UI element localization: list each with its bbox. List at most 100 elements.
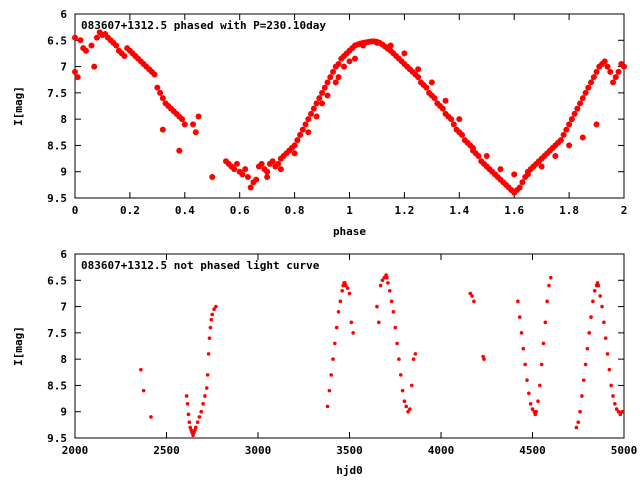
- data-point: [497, 166, 504, 173]
- data-point: [527, 391, 531, 396]
- data-point: [391, 310, 396, 314]
- y-tick-label: 8: [60, 113, 67, 126]
- data-point: [612, 74, 619, 81]
- data-point: [539, 362, 544, 367]
- data-point: [538, 383, 542, 388]
- data-point: [603, 336, 608, 340]
- data-point: [408, 407, 412, 411]
- data-point: [442, 97, 449, 104]
- data-point: [483, 152, 490, 159]
- y-tick-label: 7: [60, 301, 67, 314]
- y-tick-label: 6.5: [47, 274, 67, 287]
- data-point: [313, 100, 320, 107]
- data-point: [387, 289, 392, 293]
- data-point: [186, 412, 191, 417]
- data-point: [327, 74, 334, 81]
- x-tick-label: 3000: [245, 444, 272, 457]
- data-point: [205, 373, 210, 377]
- y-tick-label: 8: [60, 353, 67, 366]
- data-point: [331, 357, 335, 361]
- data-point: [523, 362, 527, 367]
- y-tick-label: 9.5: [47, 192, 67, 205]
- y-tick-label: 9: [60, 406, 67, 419]
- data-point: [181, 121, 188, 128]
- data-point: [338, 299, 343, 304]
- data-point: [413, 352, 418, 356]
- data-point: [525, 378, 529, 382]
- data-point: [324, 92, 331, 99]
- data-point: [521, 346, 526, 351]
- data-point: [82, 47, 89, 54]
- data-point: [239, 171, 246, 178]
- data-point: [593, 68, 600, 75]
- data-point: [557, 137, 564, 144]
- data-point: [395, 341, 399, 346]
- x-tick-label: 0: [72, 204, 79, 217]
- x-tick-label: 1: [346, 204, 353, 217]
- data-point: [199, 409, 204, 414]
- data-point: [349, 320, 354, 325]
- data-point: [185, 402, 190, 406]
- data-point: [607, 367, 612, 372]
- data-point: [519, 179, 526, 186]
- y-tick-label: 6.5: [47, 34, 67, 47]
- data-point: [319, 100, 326, 107]
- data-point: [401, 50, 408, 57]
- data-point: [275, 160, 282, 167]
- x-tick-label: 2: [621, 204, 628, 217]
- data-point: [571, 110, 578, 117]
- data-point: [351, 55, 358, 62]
- data-point: [393, 325, 398, 330]
- data-point: [593, 121, 600, 128]
- data-point: [332, 79, 339, 86]
- data-point: [610, 79, 617, 86]
- data-point: [580, 394, 584, 398]
- data-point: [297, 131, 304, 138]
- x-tick-label: 0.4: [175, 204, 195, 217]
- data-point: [582, 89, 589, 96]
- x-tick-label: 4000: [428, 444, 455, 457]
- data-point: [456, 116, 463, 123]
- data-point: [209, 317, 214, 322]
- data-point: [409, 383, 414, 388]
- data-point: [382, 275, 387, 280]
- data-point: [406, 409, 410, 414]
- x-tick-label: 1.4: [449, 204, 469, 217]
- data-point: [601, 58, 608, 65]
- y-tick-label: 7: [60, 61, 67, 74]
- data-point: [340, 289, 344, 293]
- data-point: [308, 110, 315, 117]
- x-tick-label: 1.6: [504, 204, 524, 217]
- y-tick-label: 9.5: [47, 432, 67, 445]
- data-point: [334, 325, 339, 330]
- data-point: [620, 409, 624, 414]
- data-point: [386, 281, 390, 285]
- data-point: [335, 74, 342, 81]
- data-point: [428, 79, 435, 86]
- data-point: [373, 39, 380, 46]
- data-point: [195, 113, 202, 120]
- x-tick-label: 5000: [611, 444, 638, 457]
- y-tick-label: 8.5: [47, 379, 67, 392]
- data-point: [330, 68, 337, 75]
- data-point: [151, 71, 158, 78]
- x-tick-label: 0.2: [120, 204, 140, 217]
- data-point: [214, 304, 218, 309]
- data-point: [389, 299, 394, 304]
- x-tick-label: 0.8: [285, 204, 305, 217]
- data-point: [552, 152, 559, 159]
- data-point: [563, 126, 570, 133]
- data-point: [470, 145, 477, 152]
- data-point: [179, 116, 186, 123]
- data-point: [609, 383, 613, 388]
- data-point: [74, 74, 81, 81]
- data-point: [472, 299, 476, 304]
- y-tick-label: 6: [60, 8, 67, 21]
- data-point: [415, 66, 422, 73]
- data-point: [590, 74, 597, 81]
- data-point: [197, 415, 202, 419]
- data-point: [327, 388, 332, 393]
- data-point: [210, 312, 215, 317]
- data-point: [588, 79, 595, 86]
